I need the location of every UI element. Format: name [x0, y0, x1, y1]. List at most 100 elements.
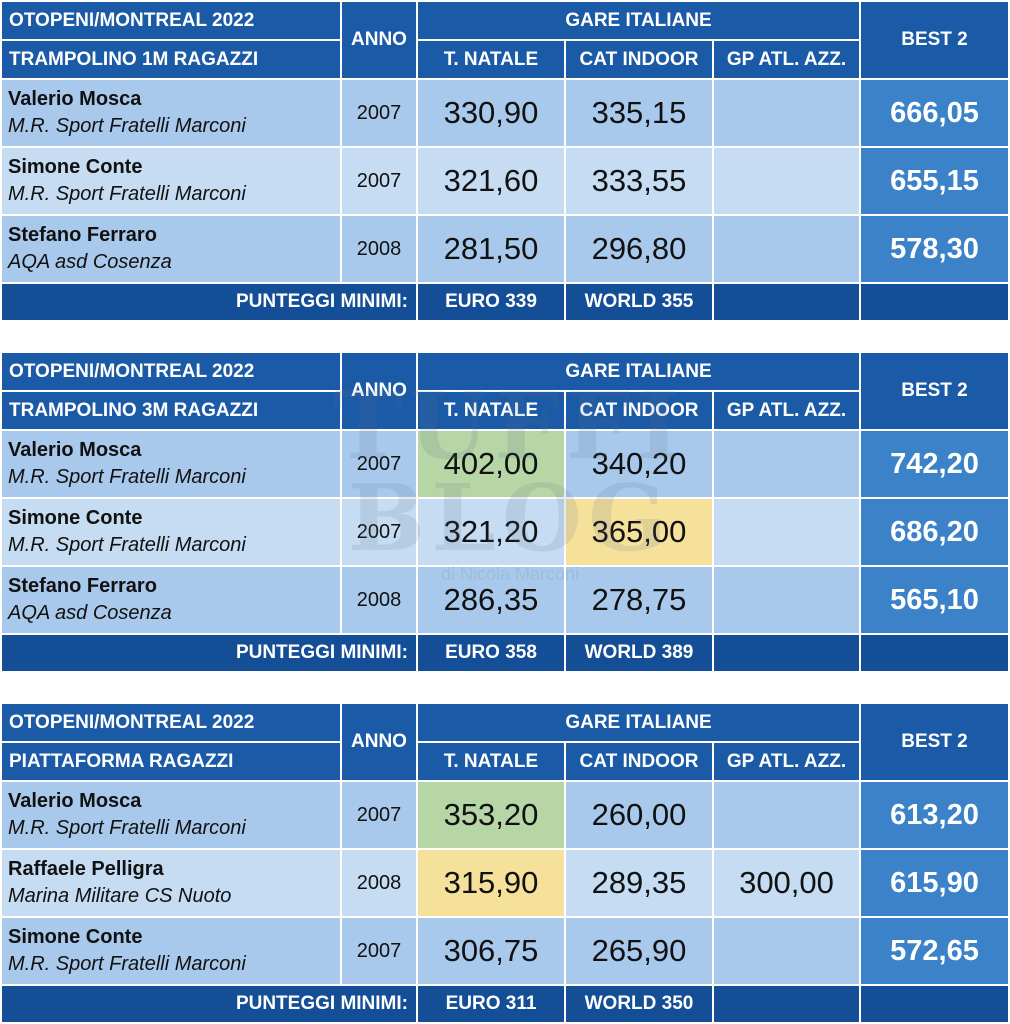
col-natale-header: T. NATALE: [418, 392, 564, 429]
best-score: 565,10: [861, 567, 1008, 633]
athlete-name: Raffaele Pelligra: [8, 858, 164, 880]
minimi-label: PUNTEGGI MINIMI:: [2, 986, 416, 1022]
cat-score: 260,00: [566, 782, 712, 848]
footer-empty: [714, 284, 859, 320]
athlete-name: Valerio Mosca: [8, 439, 142, 461]
athlete-name: Valerio Mosca: [8, 790, 142, 812]
natale-score: 315,90: [418, 850, 564, 916]
anno-header: ANNO: [342, 704, 416, 780]
natale-score: 306,75: [418, 918, 564, 984]
discipline-title: PIATTAFORMA RAGAZZI: [2, 743, 340, 780]
best-score: 613,20: [861, 782, 1008, 848]
year-cell: 2007: [342, 782, 416, 848]
table-piattaforma: OTOPENI/MONTREAL 2022 PIATTAFORMA RAGAZZ…: [2, 704, 1008, 1022]
natale-score: 281,50: [418, 216, 564, 282]
col-gp-header: GP ATL. AZZ.: [714, 392, 859, 429]
athlete-cell: Valerio Mosca M.R. Sport Fratelli Marcon…: [2, 431, 340, 497]
athlete-cell: Simone Conte M.R. Sport Fratelli Marconi: [2, 918, 340, 984]
best-score: 686,20: [861, 499, 1008, 565]
world-minimum: WORLD 355: [566, 284, 712, 320]
col-natale-header: T. NATALE: [418, 743, 564, 780]
anno-header: ANNO: [342, 2, 416, 78]
euro-minimum: EURO 311: [418, 986, 564, 1022]
year-cell: 2008: [342, 567, 416, 633]
athlete-name: Simone Conte: [8, 507, 143, 529]
best-score: 615,90: [861, 850, 1008, 916]
athlete-club: Marina Militare CS Nuoto: [8, 885, 232, 907]
best-score: 572,65: [861, 918, 1008, 984]
footer-empty: [714, 986, 859, 1022]
cat-score: 289,35: [566, 850, 712, 916]
year-cell: 2007: [342, 918, 416, 984]
cat-score: 265,90: [566, 918, 712, 984]
footer-empty: [861, 986, 1008, 1022]
cat-score: 365,00: [566, 499, 712, 565]
gp-score: [714, 782, 859, 848]
col-natale-header: T. NATALE: [418, 41, 564, 78]
natale-score: 286,35: [418, 567, 564, 633]
col-cat-header: CAT INDOOR: [566, 743, 712, 780]
year-cell: 2008: [342, 850, 416, 916]
natale-score: 402,00: [418, 431, 564, 497]
best-score: 655,15: [861, 148, 1008, 214]
athlete-cell: Simone Conte M.R. Sport Fratelli Marconi: [2, 148, 340, 214]
athlete-name: Stefano Ferraro: [8, 575, 157, 597]
footer-empty: [714, 635, 859, 671]
col-cat-header: CAT INDOOR: [566, 392, 712, 429]
table-trampolino-1m: OTOPENI/MONTREAL 2022 TRAMPOLINO 1M RAGA…: [2, 2, 1008, 320]
event-title: OTOPENI/MONTREAL 2022: [2, 2, 340, 39]
world-minimum: WORLD 350: [566, 986, 712, 1022]
athlete-club: M.R. Sport Fratelli Marconi: [8, 534, 246, 556]
col-cat-header: CAT INDOOR: [566, 41, 712, 78]
gare-header: GARE ITALIANE: [418, 353, 859, 390]
world-minimum: WORLD 389: [566, 635, 712, 671]
athlete-cell: Stefano Ferraro AQA asd Cosenza: [2, 216, 340, 282]
gp-score: [714, 567, 859, 633]
col-gp-header: GP ATL. AZZ.: [714, 41, 859, 78]
athlete-club: M.R. Sport Fratelli Marconi: [8, 183, 246, 205]
euro-minimum: EURO 358: [418, 635, 564, 671]
euro-minimum: EURO 339: [418, 284, 564, 320]
athlete-club: M.R. Sport Fratelli Marconi: [8, 115, 246, 137]
athlete-club: AQA asd Cosenza: [8, 251, 172, 273]
year-cell: 2007: [342, 431, 416, 497]
natale-score: 321,60: [418, 148, 564, 214]
athlete-cell: Raffaele Pelligra Marina Militare CS Nuo…: [2, 850, 340, 916]
athlete-name: Valerio Mosca: [8, 88, 142, 110]
gp-score: [714, 216, 859, 282]
footer-empty: [861, 635, 1008, 671]
natale-score: 321,20: [418, 499, 564, 565]
col-gp-header: GP ATL. AZZ.: [714, 743, 859, 780]
best-header: BEST 2: [861, 2, 1008, 78]
minimi-label: PUNTEGGI MINIMI:: [2, 635, 416, 671]
athlete-cell: Stefano Ferraro AQA asd Cosenza: [2, 567, 340, 633]
athlete-name: Simone Conte: [8, 926, 143, 948]
cat-score: 296,80: [566, 216, 712, 282]
event-title: OTOPENI/MONTREAL 2022: [2, 704, 340, 741]
athlete-name: Simone Conte: [8, 156, 143, 178]
athlete-club: M.R. Sport Fratelli Marconi: [8, 817, 246, 839]
cat-score: 335,15: [566, 80, 712, 146]
event-title: OTOPENI/MONTREAL 2022: [2, 353, 340, 390]
best-header: BEST 2: [861, 353, 1008, 429]
athlete-club: M.R. Sport Fratelli Marconi: [8, 466, 246, 488]
anno-header: ANNO: [342, 353, 416, 429]
discipline-title: TRAMPOLINO 1M RAGAZZI: [2, 41, 340, 78]
table-trampolino-3m: OTOPENI/MONTREAL 2022 TRAMPOLINO 3M RAGA…: [2, 353, 1008, 671]
athlete-cell: Simone Conte M.R. Sport Fratelli Marconi: [2, 499, 340, 565]
gp-score: 300,00: [714, 850, 859, 916]
best-header: BEST 2: [861, 704, 1008, 780]
athlete-club: AQA asd Cosenza: [8, 602, 172, 624]
athlete-club: M.R. Sport Fratelli Marconi: [8, 953, 246, 975]
year-cell: 2007: [342, 499, 416, 565]
cat-score: 340,20: [566, 431, 712, 497]
year-cell: 2008: [342, 216, 416, 282]
natale-score: 330,90: [418, 80, 564, 146]
discipline-title: TRAMPOLINO 3M RAGAZZI: [2, 392, 340, 429]
cat-score: 278,75: [566, 567, 712, 633]
gare-header: GARE ITALIANE: [418, 2, 859, 39]
best-score: 742,20: [861, 431, 1008, 497]
gp-score: [714, 80, 859, 146]
best-score: 666,05: [861, 80, 1008, 146]
footer-empty: [861, 284, 1008, 320]
